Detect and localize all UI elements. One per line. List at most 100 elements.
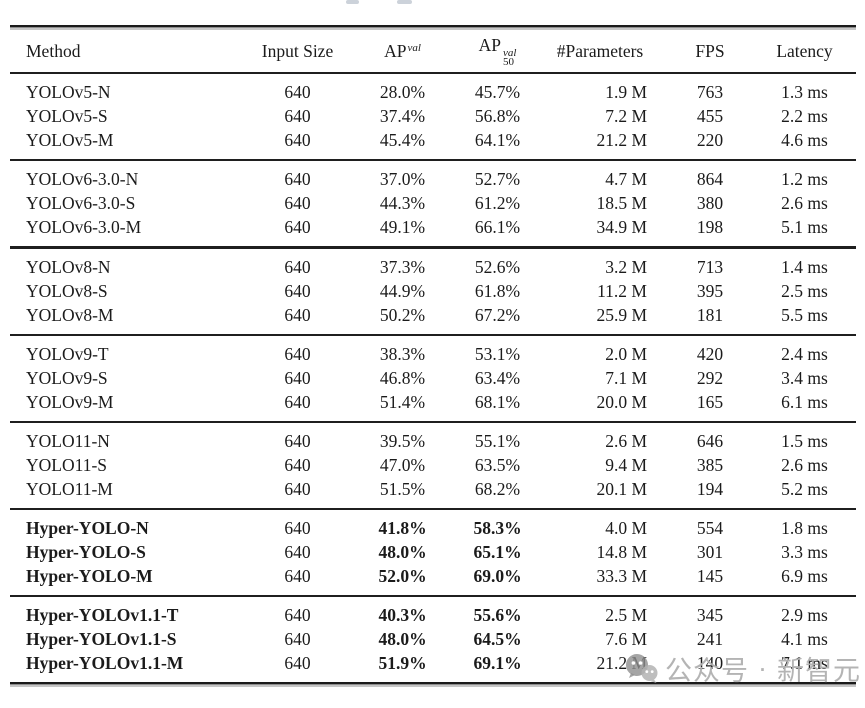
- cell-fps: 345: [696, 605, 724, 626]
- cell-fps: 380: [696, 193, 724, 214]
- group-separator-rule: [10, 333, 856, 336]
- table-row: YOLOv5-M 640 45.4% 64.1% 21.2 M 220 4.6 …: [10, 129, 856, 153]
- table-row: YOLOv6-3.0-S 640 44.3% 61.2% 18.5 M 380 …: [10, 192, 856, 216]
- cell-input-size: 640: [284, 653, 311, 674]
- cell-ap-val: 41.8%: [378, 518, 427, 539]
- cell-ap50-val: 55.1%: [474, 430, 521, 451]
- table-row: YOLOv6-3.0-N 640 37.0% 52.7% 4.7 M 864 1…: [10, 168, 856, 192]
- cell-ap50-val: 55.6%: [473, 605, 522, 626]
- cell-parameters: 7.2 M: [605, 106, 647, 127]
- cell-input-size: 640: [284, 106, 311, 127]
- header-ap-val: APval: [384, 40, 421, 61]
- cell-parameters: 11.2 M: [597, 280, 647, 301]
- cell-method: YOLOv9-M: [26, 391, 114, 412]
- cell-ap-val: 39.5%: [379, 430, 426, 451]
- cell-method: YOLO11-N: [26, 430, 110, 451]
- cell-input-size: 640: [284, 478, 311, 499]
- cell-input-size: 640: [284, 566, 311, 587]
- cell-input-size: 640: [284, 367, 311, 388]
- cell-ap50-val: 65.1%: [473, 542, 522, 563]
- cell-latency: 5.2 ms: [781, 478, 828, 499]
- cell-ap50-val: 66.1%: [474, 217, 521, 238]
- cell-latency: 1.5 ms: [781, 430, 828, 451]
- cell-ap50-val: 53.1%: [474, 343, 521, 364]
- group-yolov5: YOLOv5-N 640 28.0% 45.7% 1.9 M 763 1.3 m…: [10, 74, 856, 159]
- table-row: YOLOv6-3.0-M 640 49.1% 66.1% 34.9 M 198 …: [10, 216, 856, 240]
- cell-ap50-val: 69.1%: [473, 653, 522, 674]
- cell-latency: 4.1 ms: [781, 629, 828, 650]
- table-bottom-rule: [10, 682, 856, 688]
- cell-parameters: 2.6 M: [605, 430, 647, 451]
- cell-method: YOLOv6-3.0-S: [26, 193, 136, 214]
- cell-parameters: 18.5 M: [596, 193, 647, 214]
- cell-latency: 1.3 ms: [781, 82, 828, 103]
- cell-method: YOLOv8-S: [26, 280, 108, 301]
- cell-fps: 646: [696, 430, 724, 451]
- cell-fps: 763: [696, 82, 724, 103]
- group-separator-rule: [10, 159, 856, 162]
- cell-fps: 194: [696, 478, 724, 499]
- table-row: YOLOv5-S 640 37.4% 56.8% 7.2 M 455 2.2 m…: [10, 105, 856, 129]
- cell-fps: 220: [696, 130, 724, 151]
- cell-ap-val: 51.5%: [379, 478, 426, 499]
- wechat-icon: [626, 653, 658, 683]
- cell-method: YOLOv6-3.0-M: [26, 217, 142, 238]
- table-row: YOLO11-S 640 47.0% 63.5% 9.4 M 385 2.6 m…: [10, 453, 856, 477]
- cell-input-size: 640: [284, 605, 311, 626]
- cell-method: YOLOv8-M: [26, 304, 114, 325]
- cell-parameters: 33.3 M: [596, 566, 647, 587]
- cell-method: Hyper-YOLO-M: [26, 566, 153, 587]
- cell-input-size: 640: [284, 343, 311, 364]
- cell-latency: 2.5 ms: [781, 280, 828, 301]
- table-row: Hyper-YOLO-M 640 52.0% 69.0% 33.3 M 145 …: [10, 565, 856, 589]
- cell-parameters: 25.9 M: [596, 304, 647, 325]
- cell-parameters: 3.2 M: [605, 256, 647, 277]
- cell-latency: 1.4 ms: [781, 256, 828, 277]
- cell-input-size: 640: [284, 82, 311, 103]
- cell-latency: 6.9 ms: [781, 566, 828, 587]
- cell-fps: 165: [696, 391, 724, 412]
- cell-input-size: 640: [284, 280, 311, 301]
- cell-ap-val: 40.3%: [378, 605, 427, 626]
- watermark-brand: 新智元: [777, 656, 861, 686]
- cell-fps: 292: [696, 367, 724, 388]
- ap-superscript: val: [407, 41, 421, 54]
- cell-fps: 198: [696, 217, 724, 238]
- cell-parameters: 1.9 M: [605, 82, 647, 103]
- cell-ap-val: 37.0%: [379, 169, 426, 190]
- table-row: YOLOv9-M 640 51.4% 68.1% 20.0 M 165 6.1 …: [10, 390, 856, 414]
- cell-method: YOLOv9-T: [26, 343, 109, 364]
- cell-ap-val: 50.2%: [379, 304, 426, 325]
- cell-input-size: 640: [284, 629, 311, 650]
- cell-ap-val: 52.0%: [378, 566, 427, 587]
- group-separator-rule: [10, 595, 856, 598]
- cell-ap-val: 37.3%: [379, 256, 426, 277]
- header-bottom-rule: [10, 72, 856, 75]
- cell-input-size: 640: [284, 256, 311, 277]
- cell-parameters: 34.9 M: [596, 217, 647, 238]
- cell-ap50-val: 52.7%: [474, 169, 521, 190]
- benchmark-table: Method Input Size APval AP val 50 #Paramet…: [10, 25, 856, 688]
- header-latency: Latency: [776, 40, 833, 61]
- cell-ap-val: 48.0%: [378, 629, 427, 650]
- cell-parameters: 9.4 M: [605, 454, 647, 475]
- cell-ap50-val: 61.8%: [474, 280, 521, 301]
- cell-fps: 181: [696, 304, 724, 325]
- table-top-rule: [10, 25, 856, 30]
- cell-fps: 395: [696, 280, 724, 301]
- table-row: Hyper-YOLOv1.1-S 640 48.0% 64.5% 7.6 M 2…: [10, 628, 856, 652]
- watermark: 公众号 · 新智元: [624, 649, 861, 688]
- cell-latency: 7.1 ms: [781, 653, 828, 674]
- cell-fps: 554: [696, 518, 724, 539]
- cell-latency: 2.6 ms: [781, 454, 828, 475]
- cell-method: YOLO11-S: [26, 454, 108, 475]
- table-header-row: Method Input Size APval AP val 50 #Paramet…: [10, 30, 856, 72]
- table-row: YOLOv8-M 640 50.2% 67.2% 25.9 M 181 5.5 …: [10, 303, 856, 327]
- watermark-label: 公众号: [665, 656, 749, 686]
- cell-parameters: 14.8 M: [596, 542, 647, 563]
- cell-method: YOLOv5-M: [26, 130, 114, 151]
- group-yolov9: YOLOv9-T 640 38.3% 53.1% 2.0 M 420 2.4 m…: [10, 336, 856, 421]
- table-row: Hyper-YOLO-N 640 41.8% 58.3% 4.0 M 554 1…: [10, 517, 856, 541]
- table-row: YOLOv9-T 640 38.3% 53.1% 2.0 M 420 2.4 m…: [10, 342, 856, 366]
- header-ap50-val: AP val 50: [478, 34, 517, 68]
